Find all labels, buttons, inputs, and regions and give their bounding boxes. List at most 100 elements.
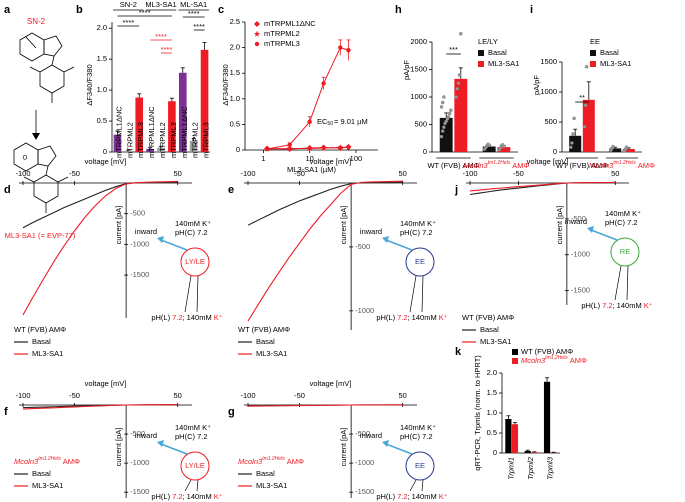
annotation: EC50= 9.01 µM xyxy=(317,117,368,127)
legend-label: Basal xyxy=(256,469,275,478)
lumen-part: K⁺ xyxy=(439,492,448,501)
bar xyxy=(157,147,165,152)
significance: *** xyxy=(449,45,458,54)
lumen-part: 7.2 xyxy=(397,313,407,322)
cytosol-ph: pH(C) 7.2 xyxy=(175,228,208,237)
y-tick-label: 1000 xyxy=(540,87,557,96)
y-tick-label: 2.0 xyxy=(97,23,107,32)
y-axis-label: current [pA] xyxy=(339,428,348,467)
cytosol-ph: pH(C) 7.2 xyxy=(400,228,433,237)
x-tick-label: Trpml3 xyxy=(545,456,554,480)
trace xyxy=(469,181,616,192)
panel-label: c xyxy=(218,4,224,16)
x-tick-label: -50 xyxy=(69,169,80,178)
marker xyxy=(287,142,292,148)
marker xyxy=(264,146,270,152)
bar xyxy=(124,150,133,152)
x-tick-label: mTRPML2 xyxy=(125,122,134,158)
marker xyxy=(346,47,351,53)
x-tick-label: -50 xyxy=(513,169,524,178)
x-tick-label-part: tm1.2Hels xyxy=(613,160,636,166)
legend-label: ML3-SA1 xyxy=(256,349,287,358)
bar xyxy=(200,49,209,152)
x-tick-label-part: WT (FVB) AMΦ xyxy=(427,161,479,170)
y-tick-label: 2.0 xyxy=(487,368,497,377)
panel-label: h xyxy=(395,4,402,16)
arrow-head xyxy=(32,133,40,140)
legend-title-part: Mcoln3 xyxy=(14,457,39,466)
y-tick-label: 1.5 xyxy=(230,68,240,77)
x-tick-label-part: AMΦ xyxy=(638,161,655,170)
panel-label: b xyxy=(76,4,83,16)
data-point xyxy=(456,81,461,86)
bar xyxy=(135,97,144,152)
lumen-pointer xyxy=(421,275,424,313)
legend-label: ML3-SA1 xyxy=(480,337,511,346)
lumen-part: 7.2 xyxy=(602,301,612,310)
data-point xyxy=(440,100,445,105)
y-axis-label: ΔF340/F380 xyxy=(85,64,94,105)
x-tick-label-part: WT (FVB) AMΦ xyxy=(556,161,608,170)
channel-arrow xyxy=(385,239,413,251)
cytosol-k: 140mM K⁺ xyxy=(605,209,641,218)
data-point xyxy=(624,145,629,149)
lumen-part: ; 140mM xyxy=(183,313,212,322)
x-axis-label: ML3-SA1 (µM) xyxy=(287,165,336,174)
x-tick-label: mTRPML3 xyxy=(169,122,178,158)
y-tick-label: -1500 xyxy=(571,286,590,295)
data-point xyxy=(582,125,587,129)
organelle-label: LY/LE xyxy=(185,461,205,470)
lumen-label: pH(L) 7.2; 140mM K⁺ xyxy=(581,301,652,310)
lumen-pointer xyxy=(409,275,417,313)
lumen-part: pH(L) xyxy=(376,313,395,322)
legend-title-part: WT (FVB) AMΦ xyxy=(462,313,514,322)
bar xyxy=(497,147,511,152)
significance: **** xyxy=(161,45,173,54)
y-tick-label: 500 xyxy=(544,117,557,126)
x-tick-label-part: tm1.2Hels xyxy=(488,160,511,166)
y-tick-label: -1000 xyxy=(571,250,590,259)
legend-label: Basal xyxy=(256,337,275,346)
bond xyxy=(57,176,69,183)
cytosol-k: 140mM K⁺ xyxy=(400,219,436,228)
y-axis-label: current [pA] xyxy=(555,206,564,245)
legend-label: WT (FVB) AMΦ xyxy=(521,347,573,356)
x-tick-label: WT (FVB) AMΦ xyxy=(427,161,479,170)
legend-label: ML3-SA1 xyxy=(600,59,631,68)
y-tick-label: 2.0 xyxy=(230,43,240,52)
organelle-label: EE xyxy=(415,461,425,470)
channel-arrow-head xyxy=(382,236,389,243)
x-tick-label: 100 xyxy=(350,154,363,163)
y-tick-label: 0 xyxy=(493,448,497,457)
trace xyxy=(247,404,403,407)
x-tick-label: mTRPML2 xyxy=(158,122,167,158)
data-point xyxy=(571,132,575,136)
significance: **** xyxy=(193,22,205,31)
data-point xyxy=(583,103,588,107)
cytosol-k: 140mM K⁺ xyxy=(175,423,211,432)
channel-arrow xyxy=(385,443,413,455)
y-axis-label: current [pA] xyxy=(114,206,123,245)
bar xyxy=(146,148,154,152)
bar xyxy=(511,424,519,453)
x-tick-label: WT (FVB) AMΦ xyxy=(556,161,608,170)
bar xyxy=(482,146,496,152)
legend-title: WT (FVB) AMΦ xyxy=(462,313,514,322)
organelle-label: RE xyxy=(620,247,630,256)
y-tick-label: 1500 xyxy=(540,57,557,66)
bar xyxy=(609,148,622,152)
bar xyxy=(582,99,595,152)
y-axis-label: current [pA] xyxy=(114,428,123,467)
channel-arrow-head xyxy=(157,236,164,243)
cytosol-k: 140mM K⁺ xyxy=(175,219,211,228)
y-tick-label: 0.5 xyxy=(230,119,240,128)
y-tick-label: -1500 xyxy=(130,487,149,496)
lumen-pointer xyxy=(409,479,417,492)
lumen-part: ; 140mM xyxy=(613,301,642,310)
y-tick-label: 1000 xyxy=(410,92,427,101)
trace xyxy=(22,404,178,410)
ring xyxy=(33,174,59,204)
lumen-part: K⁺ xyxy=(214,492,223,501)
lumen-label: pH(L) 7.2; 140mM K⁺ xyxy=(151,313,222,322)
y-tick-label: 500 xyxy=(414,119,427,128)
